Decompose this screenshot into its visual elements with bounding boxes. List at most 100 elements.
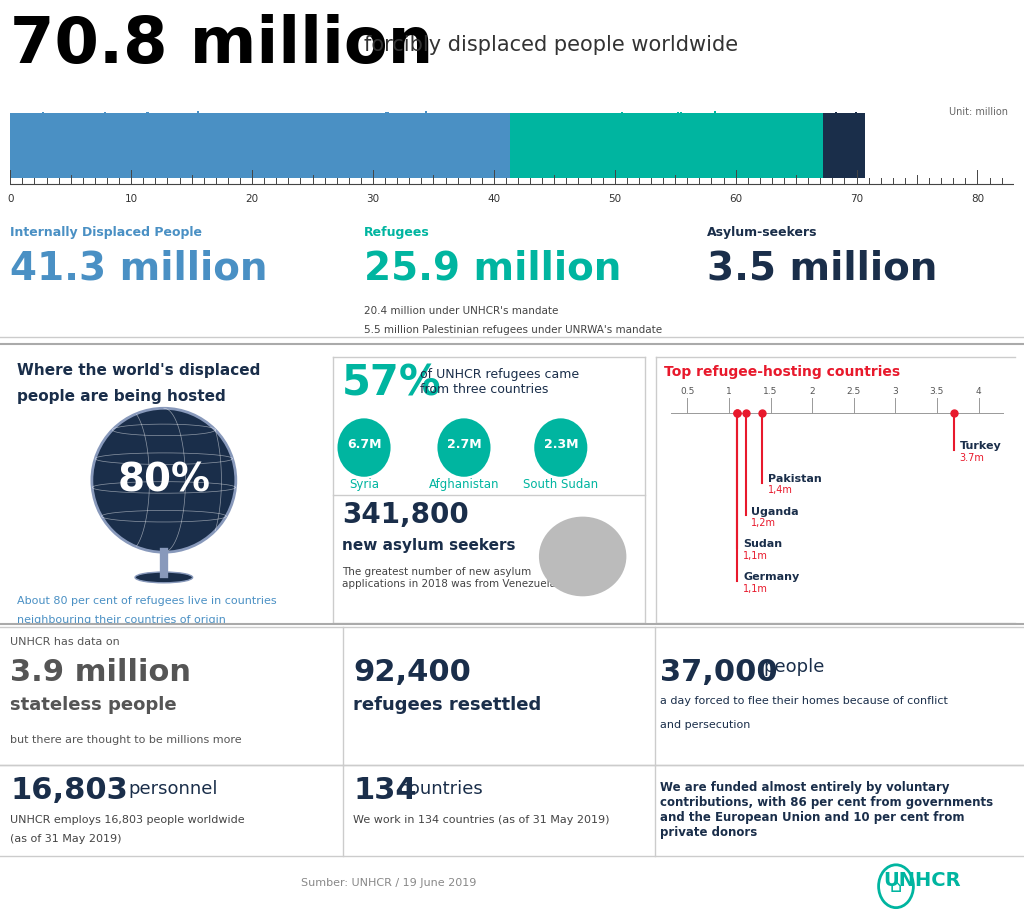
Bar xyxy=(304,162,306,179)
Bar xyxy=(780,140,783,179)
Bar xyxy=(675,142,677,179)
Bar xyxy=(128,115,130,179)
Bar xyxy=(860,127,862,179)
Bar xyxy=(152,114,154,179)
Bar xyxy=(221,147,223,179)
Text: a day forced to flee their homes because of conflict: a day forced to flee their homes because… xyxy=(660,696,948,706)
Bar xyxy=(211,126,213,179)
Bar xyxy=(562,132,565,179)
Bar xyxy=(10,113,510,179)
Bar xyxy=(707,135,709,179)
Text: 0.5: 0.5 xyxy=(680,387,694,396)
Ellipse shape xyxy=(535,419,588,477)
Bar xyxy=(733,147,735,179)
Bar xyxy=(539,147,541,179)
Bar xyxy=(82,155,85,179)
Bar xyxy=(667,146,669,179)
Bar xyxy=(497,160,499,179)
Text: Sudan: Sudan xyxy=(743,540,782,550)
Bar xyxy=(115,128,117,179)
Bar xyxy=(32,118,34,179)
Ellipse shape xyxy=(437,419,490,477)
Bar xyxy=(165,156,167,179)
Text: 57%: 57% xyxy=(342,363,441,405)
Bar xyxy=(307,150,309,179)
Bar xyxy=(773,161,775,179)
Bar xyxy=(329,116,331,179)
Bar xyxy=(765,116,767,179)
Bar xyxy=(462,164,464,179)
Bar xyxy=(206,166,208,179)
Bar xyxy=(695,157,697,179)
Bar xyxy=(770,146,772,179)
Bar xyxy=(95,157,98,179)
Text: 1,2m: 1,2m xyxy=(752,518,776,529)
Bar xyxy=(807,123,810,179)
Text: people are being hosted: people are being hosted xyxy=(16,389,225,404)
Text: We are funded almost entirely by voluntary
contributions, with 86 per cent from : We are funded almost entirely by volunta… xyxy=(660,781,993,839)
Text: South Sudan: South Sudan xyxy=(523,478,598,491)
Bar xyxy=(658,114,660,179)
Bar xyxy=(435,153,437,179)
Bar xyxy=(173,145,175,179)
Text: Asylum-seekers: Asylum-seekers xyxy=(707,226,817,239)
Bar xyxy=(517,136,519,179)
Bar xyxy=(500,114,502,179)
Bar xyxy=(259,124,261,179)
Bar xyxy=(181,147,183,179)
Bar xyxy=(725,125,727,179)
Bar xyxy=(613,146,615,179)
Bar xyxy=(738,121,740,179)
Text: Germany: Germany xyxy=(743,572,800,582)
Bar xyxy=(560,116,562,179)
Bar xyxy=(495,147,497,179)
Text: 50: 50 xyxy=(608,193,622,203)
Bar xyxy=(465,133,467,179)
Text: Unit: million: Unit: million xyxy=(948,106,1008,116)
Bar xyxy=(42,112,44,179)
Bar xyxy=(29,163,31,179)
Bar xyxy=(813,131,815,179)
Bar xyxy=(778,164,780,179)
Bar xyxy=(406,138,409,179)
Text: 1,1m: 1,1m xyxy=(743,551,768,561)
Bar xyxy=(254,159,256,179)
Text: 0: 0 xyxy=(7,193,13,203)
Bar xyxy=(653,130,655,179)
Bar xyxy=(767,147,770,179)
Bar xyxy=(85,137,87,179)
Bar xyxy=(261,135,263,179)
Bar xyxy=(717,158,719,179)
Bar xyxy=(838,137,840,179)
Bar xyxy=(98,163,100,179)
Bar xyxy=(229,131,231,179)
Bar xyxy=(331,136,333,179)
Bar xyxy=(618,153,621,179)
Text: 1: 1 xyxy=(726,387,732,396)
Text: 3.9 million: 3.9 million xyxy=(10,658,191,687)
Bar xyxy=(226,118,229,179)
Bar xyxy=(278,160,280,179)
Bar xyxy=(69,158,71,179)
Bar xyxy=(146,112,148,179)
Bar xyxy=(595,148,597,179)
Bar xyxy=(855,113,857,179)
Bar xyxy=(12,146,15,179)
Bar xyxy=(802,159,804,179)
Bar xyxy=(171,148,173,179)
Bar xyxy=(449,136,451,179)
Bar xyxy=(125,164,127,179)
Bar xyxy=(112,161,114,179)
Bar xyxy=(357,137,360,179)
Bar xyxy=(473,137,475,179)
Bar xyxy=(635,138,637,179)
Bar xyxy=(703,127,706,179)
Bar xyxy=(382,146,384,179)
Bar xyxy=(712,132,714,179)
Text: new asylum seekers: new asylum seekers xyxy=(342,538,516,553)
Bar xyxy=(379,127,381,179)
Bar xyxy=(655,157,658,179)
Bar xyxy=(478,130,480,179)
Bar xyxy=(475,154,477,179)
Bar xyxy=(101,114,103,179)
